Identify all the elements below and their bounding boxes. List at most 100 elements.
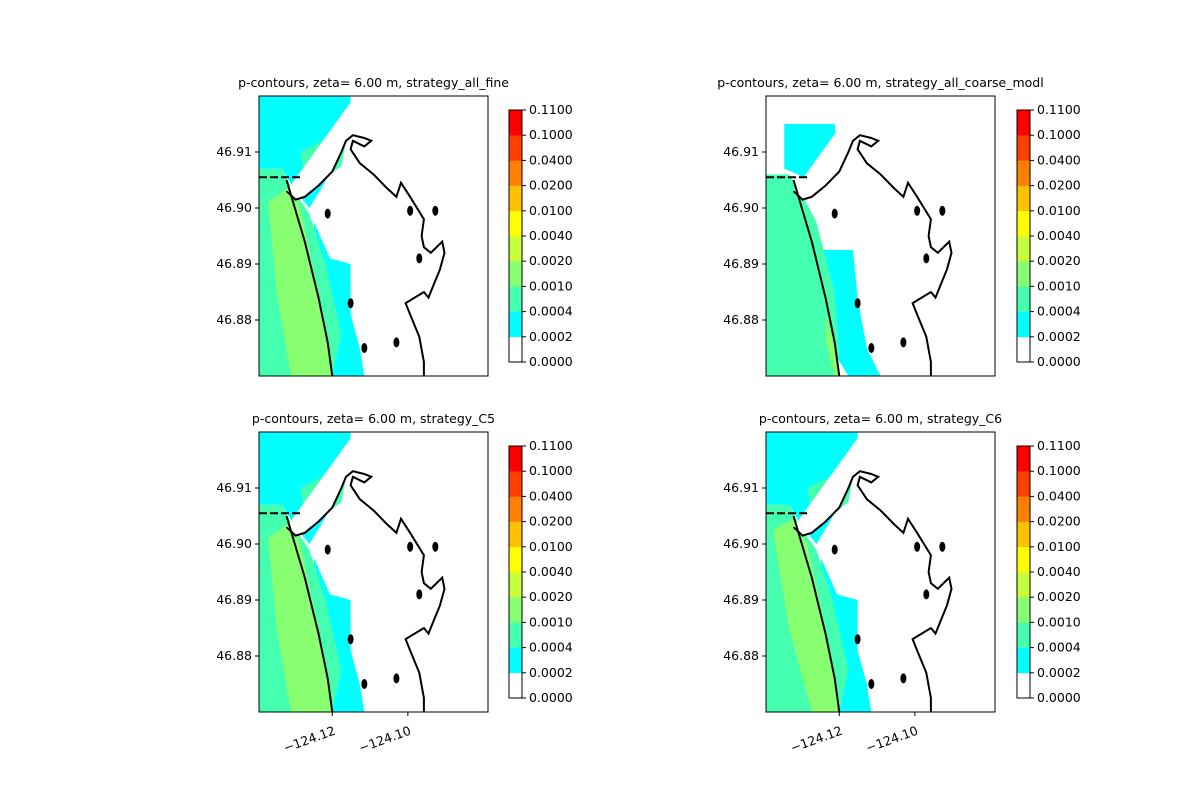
colorbar-swatch (1017, 210, 1030, 237)
islet-5 (900, 337, 907, 348)
y-tick-label: 46.90 (216, 536, 252, 551)
colorbar-label: 0.0000 (1037, 690, 1081, 705)
panel-title: p-contours, zeta= 6.00 m, strategy_C5 (252, 411, 495, 426)
colorbar-label: 0.1100 (529, 438, 573, 453)
y-tick-label: 46.88 (216, 312, 252, 327)
land-mask (793, 96, 995, 376)
islet-6 (831, 208, 838, 219)
islet-6 (324, 544, 331, 555)
islet-6 (324, 208, 331, 219)
colorbar-label: 0.0000 (529, 690, 573, 705)
colorbar-label: 0.0002 (1037, 665, 1081, 680)
islet-2 (416, 253, 423, 264)
region-0010 (825, 314, 840, 376)
colorbar-label: 0.0020 (1037, 589, 1081, 604)
panel-title: p-contours, zeta= 6.00 m, strategy_C6 (759, 411, 1002, 426)
colorbar-swatch (1017, 446, 1030, 472)
islet-1 (432, 205, 439, 216)
shoreline (285, 515, 334, 712)
land-mask (286, 432, 488, 712)
islet-3 (347, 634, 354, 645)
panel-title: p-contours, zeta= 6.00 m, strategy_all_c… (717, 75, 1043, 90)
islet-2 (416, 589, 423, 600)
shoreline (792, 515, 841, 712)
y-tick-label: 46.90 (723, 200, 759, 215)
colorbar-label: 0.0200 (529, 514, 573, 529)
colorbar-label: 0.0200 (1037, 514, 1081, 529)
colorbar-swatch (1017, 236, 1030, 262)
islet-0 (407, 205, 414, 216)
colorbar-swatch (509, 572, 522, 598)
colorbar-label: 0.0040 (529, 564, 573, 579)
islet-4 (868, 679, 875, 689)
colorbar-swatch (1017, 546, 1030, 573)
islet-2 (923, 589, 930, 600)
colorbar-swatch (1017, 261, 1030, 287)
islet-0 (914, 541, 921, 552)
colorbar-swatch (509, 110, 522, 136)
colorbar-label: 0.1000 (529, 127, 573, 142)
colorbar-swatch (1017, 110, 1030, 136)
colorbar: 0.0000 0.0002 0.0004 0.0010 0.0020 0.0040 0.01… (508, 438, 573, 705)
coastline (285, 470, 446, 712)
colorbar-swatch (509, 336, 522, 363)
colorbar-label: 0.0020 (529, 253, 573, 268)
colorbar-swatch (509, 622, 522, 648)
islet-6 (831, 544, 838, 555)
colorbar-label: 0.0020 (529, 589, 573, 604)
islet-4 (361, 679, 368, 689)
islet-0 (407, 541, 414, 552)
colorbar-swatch (509, 261, 522, 287)
colorbar-label: 0.0040 (1037, 564, 1081, 579)
region-0004 (766, 174, 840, 376)
colorbar-swatch (1017, 521, 1030, 548)
region-0010 (772, 518, 840, 712)
panel-3: p-contours, zeta= 6.00 m, strategy_C5 46.… (216, 411, 573, 755)
colorbar-label: 0.0004 (529, 304, 573, 319)
y-tick-label: 46.91 (723, 144, 759, 159)
islet-1 (939, 541, 946, 552)
plot-area (766, 432, 995, 712)
y-tick-label: 46.89 (723, 592, 759, 607)
panel-title: p-contours, zeta= 6.00 m, strategy_all_f… (238, 75, 509, 90)
colorbar-swatch (509, 672, 522, 699)
colorbar-label: 0.0400 (1037, 152, 1081, 167)
colorbar-label: 0.0200 (529, 178, 573, 193)
colorbar-swatch (509, 471, 522, 497)
region-0010 (268, 521, 333, 712)
colorbar-label: 0.1100 (1037, 438, 1081, 453)
axes-frame (765, 431, 996, 713)
x-tick-label: −124.12 (788, 723, 844, 756)
colorbar-swatch (509, 647, 522, 674)
colorbar-swatch (509, 496, 522, 522)
colorbar-label: 0.0004 (529, 640, 573, 655)
plot-area (259, 432, 488, 712)
shoreline (792, 179, 841, 376)
y-tick-label: 46.91 (216, 144, 252, 159)
colorbar-swatch (509, 135, 522, 161)
colorbar-label: 0.0400 (529, 488, 573, 503)
plot-area (259, 96, 488, 376)
coastline (285, 134, 446, 376)
colorbar-swatch (509, 446, 522, 472)
colorbar-swatch (509, 210, 522, 237)
panel-4: p-contours, zeta= 6.00 m, strategy_C6 46.… (723, 411, 1081, 755)
islet-3 (347, 298, 354, 309)
y-tick-label: 46.90 (723, 536, 759, 551)
colorbar-swatch (1017, 672, 1030, 699)
islet-4 (361, 343, 368, 353)
x-tick-label: −124.10 (357, 723, 413, 756)
colorbar-swatch (1017, 160, 1030, 186)
islet-2 (923, 253, 930, 264)
colorbar-label: 0.0000 (1037, 354, 1081, 369)
islet-3 (854, 634, 861, 645)
axes-frame (258, 95, 489, 377)
axes-frame (765, 95, 996, 377)
colorbar: 0.0000 0.0002 0.0004 0.0010 0.0020 0.0040 0.01… (508, 102, 573, 369)
region-0010 (268, 185, 333, 376)
y-tick-label: 46.88 (723, 648, 759, 663)
colorbar-label: 0.0010 (1037, 614, 1081, 629)
colorbar-swatch (509, 597, 522, 623)
islet-5 (900, 673, 907, 684)
